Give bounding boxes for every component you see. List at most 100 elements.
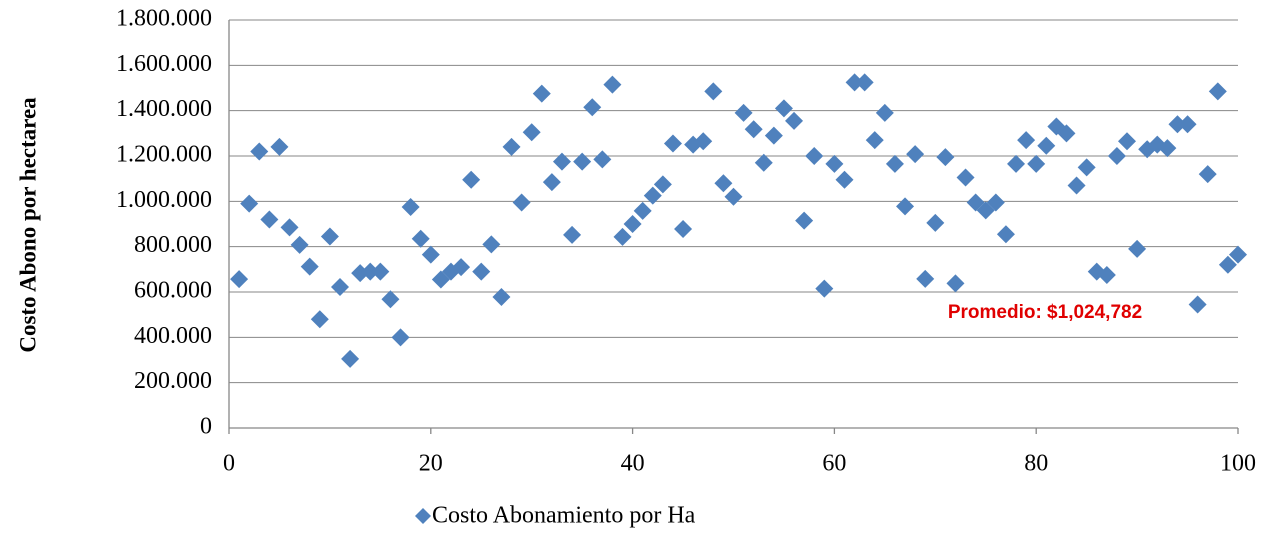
data-point [1047,117,1066,136]
data-point [956,168,975,187]
data-point [230,270,249,289]
data-point [472,262,491,281]
data-point [653,175,672,194]
data-point [341,349,360,368]
data-point [795,211,814,230]
data-point [916,269,935,288]
data-point [754,153,773,172]
data-point [411,229,430,248]
data-point [1168,115,1187,134]
data-point [643,186,662,205]
y-tick-label: 1.400.000 [116,96,212,122]
data-point [825,154,844,173]
data-point [805,147,824,165]
data-point [623,215,642,233]
data-point [401,198,420,216]
data-point [835,170,854,189]
data-point [1067,176,1086,195]
data-point [815,279,834,298]
data-point [996,225,1015,244]
y-tick-label: 1.600.000 [116,51,212,77]
legend-label: Costo Abonamiento por Ha [432,503,696,529]
data-point [1128,239,1147,258]
data-point [946,274,965,293]
data-point [875,103,894,122]
data-point [270,137,289,156]
data-point [320,227,339,246]
x-tick-label: 100 [1220,451,1256,477]
data-point [936,148,955,167]
data-point [764,126,783,145]
x-tick-label: 40 [621,451,645,477]
y-tick-label: 1.800.000 [116,6,212,32]
data-point [694,132,713,151]
y-tick-label: 600.000 [134,278,212,304]
data-point [1107,147,1126,165]
data-point [290,235,309,254]
data-point [563,225,582,244]
data-point [603,75,622,94]
data-point [260,210,279,229]
data-point [714,174,733,193]
data-point [663,134,682,153]
data-point [371,262,390,281]
data-point [310,310,329,329]
data-point [966,193,985,212]
y-axis-title: Costo Abono por hectarea [15,97,40,353]
data-point [552,152,571,171]
data-point [865,131,884,150]
data-point [421,245,440,264]
data-point [542,173,561,192]
data-point [1037,136,1056,155]
data-point [724,187,743,206]
data-point [583,98,602,117]
data-point [986,193,1005,212]
data-point [452,258,471,277]
x-tick-label: 80 [1024,451,1048,477]
data-point [593,150,612,169]
data-point [704,82,723,101]
data-point [502,137,521,156]
data-point [250,142,269,161]
data-point [1057,124,1076,143]
data-point [522,123,541,142]
data-point [734,103,753,122]
data-point [280,218,299,237]
x-tick-label: 60 [822,451,846,477]
data-point [855,73,874,92]
x-tick-label: 20 [419,451,443,477]
data-point [744,120,763,139]
data-point [532,84,551,103]
data-point [431,270,450,289]
data-point [1178,115,1197,134]
data-point [926,213,945,232]
data-point [361,262,380,281]
annotation: Promedio: $1,024,782 [948,302,1142,323]
data-point [381,290,400,309]
y-tick-label: 1.200.000 [116,142,212,168]
data-point [240,194,259,213]
y-tick-label: 1.000.000 [116,187,212,213]
data-point [674,219,693,238]
data-point [1007,154,1026,173]
data-point [613,227,632,246]
data-point [391,328,410,347]
data-point [1218,255,1237,274]
data-point [1229,245,1247,264]
data-point [845,73,864,92]
data-point [1027,154,1046,173]
data-point [1188,295,1207,314]
data-point [785,111,804,130]
data-point [462,170,481,189]
y-tick-label: 0 [200,414,212,440]
data-point [573,152,592,171]
data-point [1097,266,1116,284]
x-tick-label: 0 [223,451,235,477]
data-point [330,278,349,297]
data-point [885,154,904,173]
y-tick-label: 200.000 [134,368,212,394]
y-tick-label: 800.000 [134,232,212,258]
data-point [512,193,531,212]
